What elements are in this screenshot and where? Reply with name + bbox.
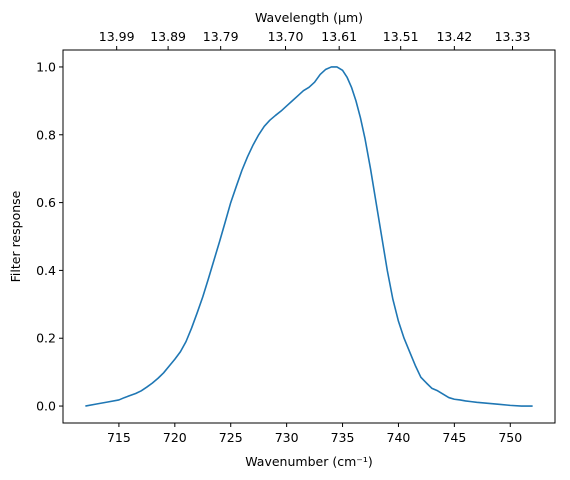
x-tick-label: 750 xyxy=(498,430,522,445)
left-y-axis: 0.0 0.2 0.4 0.6 0.8 1.0 xyxy=(36,59,63,414)
y-tick-label: 0.4 xyxy=(36,263,56,278)
plot-frame xyxy=(62,49,556,424)
x-tick-label: 720 xyxy=(163,430,187,445)
y-tick-label: 0.8 xyxy=(36,127,56,142)
y-tick-label: 1.0 xyxy=(36,59,56,74)
bottom-x-axis: 715 720 725 730 735 740 745 750 xyxy=(107,423,522,445)
x-tick-label: 740 xyxy=(387,430,411,445)
plot-area xyxy=(62,49,556,424)
x-axis-title: Wavenumber (cm⁻¹) xyxy=(245,454,372,469)
y-axis-title: Filter response xyxy=(8,190,23,282)
x-tick-label: 715 xyxy=(107,430,131,445)
x-tick-label: 725 xyxy=(219,430,243,445)
y-tick-label: 0.6 xyxy=(36,195,56,210)
x-tick-label: 745 xyxy=(442,430,466,445)
x-tick-label: 735 xyxy=(331,430,355,445)
top-tick-label: 13.61 xyxy=(321,29,357,44)
top-tick-label: 13.51 xyxy=(383,29,419,44)
top-tick-label: 13.79 xyxy=(203,29,239,44)
top-axis-title: Wavelength (μm) xyxy=(255,10,363,25)
top-x-axis: 13.99 13.89 13.79 13.70 13.61 13.51 13.42 13.33 xyxy=(99,29,531,50)
series-line-0 xyxy=(85,66,533,407)
series-layer xyxy=(85,66,533,407)
top-tick-label: 13.70 xyxy=(268,29,304,44)
x-tick-label: 730 xyxy=(275,430,299,445)
y-tick-label: 0.0 xyxy=(36,399,56,414)
top-tick-label: 13.42 xyxy=(436,29,472,44)
y-tick-label: 0.2 xyxy=(36,331,56,346)
top-tick-label: 13.33 xyxy=(495,29,531,44)
top-tick-label: 13.89 xyxy=(150,29,186,44)
top-tick-label: 13.99 xyxy=(99,29,135,44)
